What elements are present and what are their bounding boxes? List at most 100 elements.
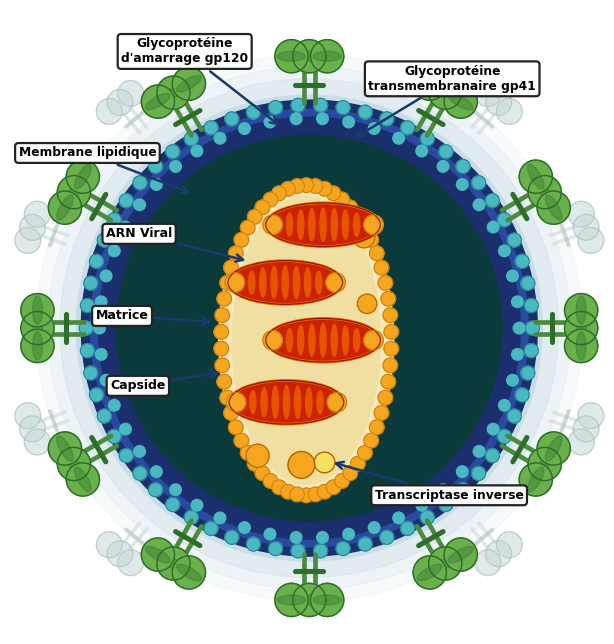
Circle shape [275,583,308,616]
Circle shape [486,449,499,462]
Circle shape [263,330,282,350]
Ellipse shape [229,381,344,424]
Ellipse shape [282,385,290,420]
Circle shape [317,113,328,124]
Circle shape [381,292,395,306]
Circle shape [90,254,103,269]
Circle shape [400,522,414,535]
Ellipse shape [448,93,473,110]
Circle shape [217,292,231,306]
Ellipse shape [313,52,341,61]
Circle shape [573,416,599,442]
Circle shape [275,40,308,73]
Circle shape [456,466,468,477]
Circle shape [15,227,41,254]
Circle shape [473,446,485,457]
Circle shape [268,100,282,115]
Circle shape [497,213,511,227]
Circle shape [247,457,262,471]
Ellipse shape [176,564,201,581]
Circle shape [290,487,305,502]
Ellipse shape [56,436,73,461]
Ellipse shape [330,323,338,357]
Circle shape [272,480,286,495]
Circle shape [184,511,198,524]
Circle shape [343,200,357,214]
Circle shape [381,374,395,389]
Circle shape [134,199,146,211]
Circle shape [268,542,282,556]
Ellipse shape [545,195,562,220]
Ellipse shape [236,277,244,288]
Ellipse shape [66,180,82,205]
Ellipse shape [74,467,91,492]
Circle shape [77,95,542,561]
Circle shape [149,483,163,497]
Ellipse shape [293,385,301,419]
Circle shape [66,463,99,496]
Circle shape [48,66,571,589]
Circle shape [421,132,434,146]
Circle shape [472,176,486,190]
Ellipse shape [576,332,586,360]
Ellipse shape [576,296,586,325]
Circle shape [475,550,501,576]
Circle shape [246,537,260,551]
Circle shape [281,484,295,499]
Circle shape [429,547,462,580]
Circle shape [311,583,344,616]
Circle shape [191,145,203,156]
Ellipse shape [297,325,305,355]
Ellipse shape [418,564,442,581]
Circle shape [413,556,446,589]
Ellipse shape [238,397,246,408]
Text: Membrane lipidique: Membrane lipidique [18,146,188,193]
Circle shape [507,270,518,281]
Circle shape [84,276,98,290]
Ellipse shape [537,451,553,477]
Ellipse shape [161,84,186,101]
Circle shape [335,473,349,488]
Circle shape [368,123,380,135]
Circle shape [370,246,384,261]
Ellipse shape [266,318,381,362]
Circle shape [384,325,398,339]
Circle shape [81,100,537,556]
Circle shape [499,399,510,411]
Circle shape [204,121,218,135]
Ellipse shape [319,323,327,357]
Ellipse shape [448,546,473,563]
Circle shape [314,544,328,558]
Circle shape [225,530,239,544]
Circle shape [90,109,528,547]
Circle shape [214,341,228,356]
Ellipse shape [33,332,42,360]
Circle shape [290,179,305,193]
Circle shape [521,366,535,380]
Circle shape [528,448,561,480]
Circle shape [456,483,470,497]
Circle shape [507,233,521,247]
Circle shape [290,113,302,124]
Circle shape [79,321,93,335]
Circle shape [383,308,398,323]
Circle shape [456,179,468,190]
Circle shape [90,388,103,402]
Circle shape [569,202,594,227]
Circle shape [214,133,226,144]
Circle shape [263,473,278,488]
Circle shape [263,193,278,207]
Ellipse shape [305,387,313,417]
Circle shape [215,308,230,323]
Ellipse shape [260,387,268,417]
Ellipse shape [313,595,341,605]
Circle shape [227,393,246,412]
Circle shape [473,199,485,211]
Circle shape [166,145,180,158]
Circle shape [472,466,486,480]
Circle shape [384,341,398,356]
Circle shape [118,80,144,106]
Ellipse shape [231,196,381,485]
Circle shape [496,532,523,558]
Circle shape [486,541,511,567]
